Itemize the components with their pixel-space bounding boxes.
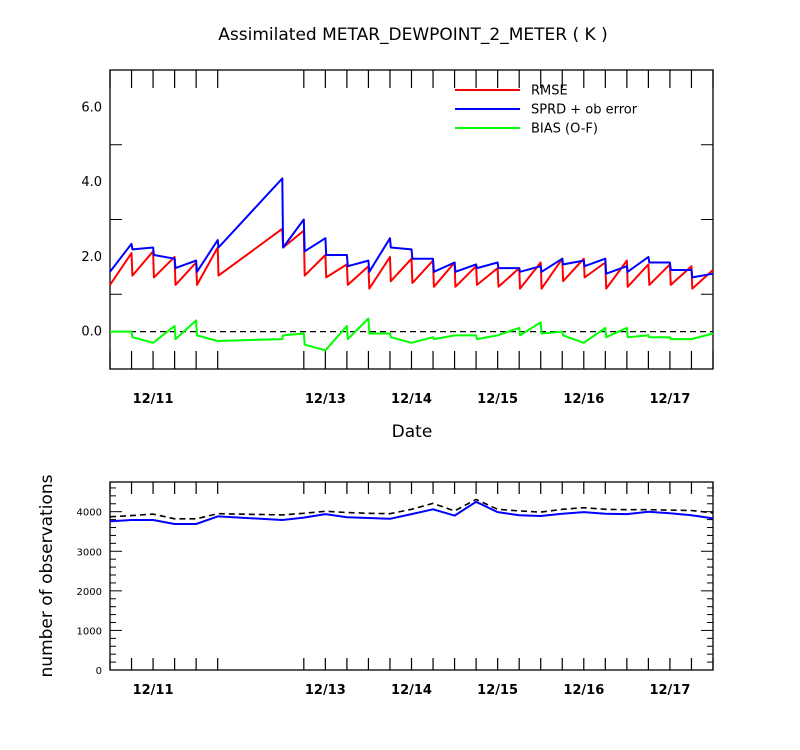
y-tick-label: 4000 (77, 508, 102, 519)
series-line-bias-o-f (110, 317, 714, 352)
x-tick-label: 12/11 (133, 683, 174, 698)
y-tick-label: 3000 (77, 547, 102, 558)
x-tick-label: 12/14 (391, 683, 432, 698)
series-line-sprd-ob-error (109, 177, 714, 279)
y-tick-label: 0.0 (81, 325, 102, 340)
legend-label: BIAS (O-F) (531, 122, 598, 137)
x-tick-label: 12/15 (477, 683, 518, 698)
legend-label: RMSE (531, 84, 568, 99)
x-tick-label: 12/17 (649, 683, 690, 698)
series-line-possible (109, 498, 714, 520)
series-line-rmse (109, 227, 714, 290)
x-tick-label: 12/16 (563, 392, 604, 407)
bottom-chart: 0 1000 2000 3000 4000 12/11 12/13 12/14 12/15 12/… (77, 481, 714, 698)
series-line-assimilated (109, 500, 714, 525)
y-tick-label: 1000 (77, 626, 102, 637)
y-tick-label: 2.0 (81, 250, 102, 265)
chart-title: Assimilated METAR_DEWPOINT_2_METER ( K ) (218, 25, 607, 45)
x-axis-label: Date (392, 422, 433, 442)
y-tick-label: 0 (96, 666, 102, 677)
x-tick-label: 12/13 (305, 392, 346, 407)
y-tick-label: 6.0 (81, 100, 102, 115)
x-tick-label: 12/17 (649, 392, 690, 407)
legend-label: SPRD + ob error (531, 103, 638, 118)
y-tick-label: 4.0 (81, 175, 102, 190)
x-tick-label: 12/11 (133, 392, 174, 407)
x-tick-label: 12/15 (477, 392, 518, 407)
y-axis-label: number of observations (37, 474, 57, 677)
x-tick-label: 12/16 (563, 683, 604, 698)
x-tick-label: 12/14 (391, 392, 432, 407)
top-chart: 0.0 2.0 4.0 6.0 12/11 12/13 12/14 12/15 12/16 12/… (81, 69, 714, 407)
y-tick-label: 2000 (77, 587, 102, 598)
x-tick-label: 12/13 (305, 683, 346, 698)
